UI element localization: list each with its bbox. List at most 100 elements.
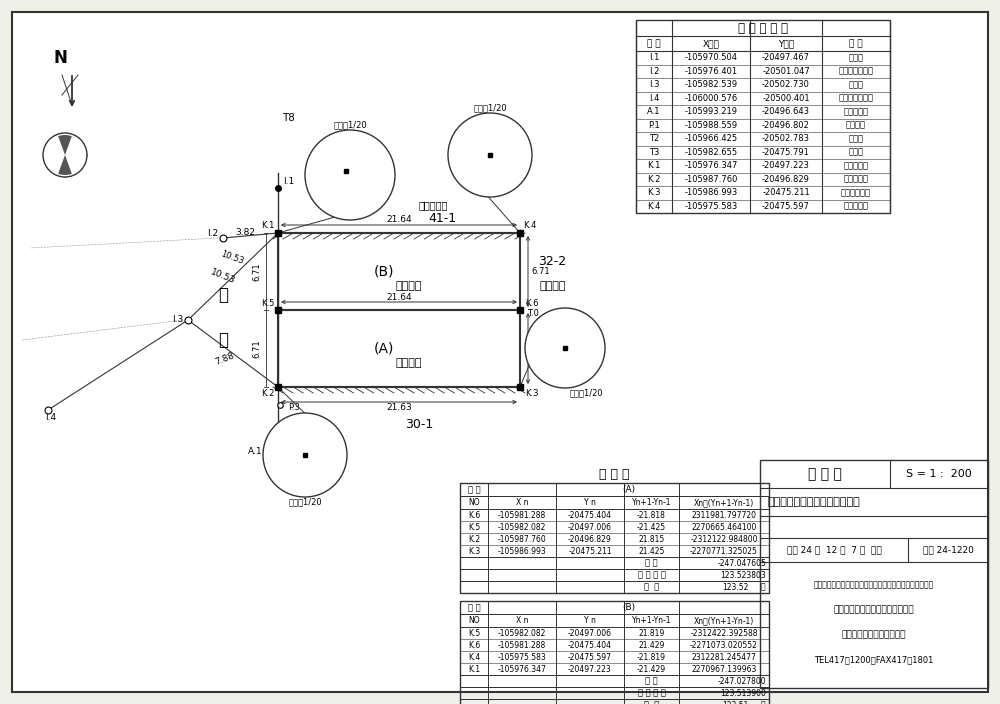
Text: 京都市左京区下鴨高木町３０番: 京都市左京区下鴨高木町３０番 xyxy=(768,497,861,507)
Text: 備 考: 備 考 xyxy=(849,39,863,48)
Text: 点 名: 点 名 xyxy=(647,39,661,48)
Text: Xn・(Yn+1-Yn-1): Xn・(Yn+1-Yn-1) xyxy=(694,616,754,625)
Text: -2270771.325025: -2270771.325025 xyxy=(690,546,758,555)
Text: Yn+1-Yn-1: Yn+1-Yn-1 xyxy=(632,616,671,625)
Text: -247.027800: -247.027800 xyxy=(717,677,766,686)
Text: I.2: I.2 xyxy=(207,229,218,237)
Text: (B): (B) xyxy=(622,603,635,612)
Text: -20500.401: -20500.401 xyxy=(762,94,810,103)
Text: -105982.082: -105982.082 xyxy=(498,522,546,532)
Bar xyxy=(636,20,890,213)
Text: -20496.829: -20496.829 xyxy=(762,175,810,184)
Text: 6.71: 6.71 xyxy=(531,344,550,353)
Text: ブロック: ブロック xyxy=(554,330,570,336)
Text: -2271073.020552: -2271073.020552 xyxy=(690,641,758,650)
Bar xyxy=(460,675,769,687)
Text: -20475.211: -20475.211 xyxy=(568,546,612,555)
Text: コンクリート桩: コンクリート桩 xyxy=(327,177,349,183)
Bar xyxy=(460,483,769,593)
Text: -2312422.392588: -2312422.392588 xyxy=(690,629,758,638)
Bar xyxy=(460,614,769,627)
Text: Y n: Y n xyxy=(584,616,596,625)
Bar xyxy=(555,338,575,358)
Text: X n: X n xyxy=(516,616,528,625)
Text: K.3: K.3 xyxy=(468,546,480,555)
Text: 2311981.797720: 2311981.797720 xyxy=(692,510,757,520)
Text: K.3: K.3 xyxy=(525,389,538,398)
Bar xyxy=(760,460,988,688)
Text: K.2: K.2 xyxy=(468,534,480,543)
Text: 拡大図1/20: 拡大図1/20 xyxy=(333,120,367,130)
Text: -105988.559: -105988.559 xyxy=(684,121,738,130)
Text: (A): (A) xyxy=(374,341,394,356)
Text: ガレージ: ガレージ xyxy=(540,282,566,291)
Text: -105981.288: -105981.288 xyxy=(498,510,546,520)
Text: I.1: I.1 xyxy=(283,177,294,187)
Text: ブロック: ブロック xyxy=(484,146,500,152)
Text: I.4: I.4 xyxy=(45,413,57,422)
Text: -20475.791: -20475.791 xyxy=(762,148,810,157)
Bar xyxy=(460,699,769,704)
Text: 3.82: 3.82 xyxy=(236,228,256,237)
Text: -105986.993: -105986.993 xyxy=(684,188,738,197)
Text: 金属鋲: 金属鋲 xyxy=(848,134,864,143)
Text: 2270967.139963: 2270967.139963 xyxy=(691,665,757,674)
Text: I.1: I.1 xyxy=(649,54,659,62)
Text: 21.815: 21.815 xyxy=(638,534,665,543)
Text: 10.53: 10.53 xyxy=(209,268,237,286)
Text: 地  積: 地 積 xyxy=(644,582,659,591)
Text: -247.047605: -247.047605 xyxy=(717,558,766,567)
Text: 6.71: 6.71 xyxy=(252,262,261,281)
Text: 10.53: 10.53 xyxy=(219,249,245,265)
Text: ブロック: ブロック xyxy=(344,180,360,186)
Text: 拡大図1/20: 拡大図1/20 xyxy=(473,103,507,113)
Text: 2312281.245477: 2312281.245477 xyxy=(692,653,756,662)
Text: -106000.576: -106000.576 xyxy=(684,94,738,103)
Bar xyxy=(460,483,769,496)
Text: 21.63: 21.63 xyxy=(386,403,412,412)
Text: 6.71: 6.71 xyxy=(252,339,261,358)
Text: -20497.223: -20497.223 xyxy=(762,161,810,170)
Text: K.6: K.6 xyxy=(525,298,538,308)
Text: -105982.082: -105982.082 xyxy=(498,629,546,638)
Circle shape xyxy=(263,413,347,497)
Text: 平成 24 年  12 月  7 日  作成: 平成 24 年 12 月 7 日 作成 xyxy=(787,546,881,555)
Text: -21.818: -21.818 xyxy=(637,510,666,520)
Text: -20501.047: -20501.047 xyxy=(762,67,810,76)
Text: 21.429: 21.429 xyxy=(638,641,665,650)
Text: -21.819: -21.819 xyxy=(637,653,666,662)
Text: Y n: Y n xyxy=(584,498,596,507)
Text: -105982.655: -105982.655 xyxy=(684,148,738,157)
Text: -20475.597: -20475.597 xyxy=(762,202,810,210)
Text: 123.51: 123.51 xyxy=(723,700,749,704)
Text: -105993.219: -105993.219 xyxy=(684,107,738,116)
Text: K.5: K.5 xyxy=(262,298,275,308)
Text: -105966.425: -105966.425 xyxy=(684,134,738,143)
Bar xyxy=(460,496,769,509)
Text: ブロック交点: ブロック交点 xyxy=(841,188,871,197)
Text: 合 計: 合 計 xyxy=(645,677,658,686)
Circle shape xyxy=(448,113,532,197)
Text: K.2: K.2 xyxy=(308,446,319,452)
Text: -105987.760: -105987.760 xyxy=(684,175,738,184)
Text: (B): (B) xyxy=(374,265,394,279)
Text: T3: T3 xyxy=(649,148,659,157)
Text: K.4: K.4 xyxy=(468,653,480,662)
Text: I.3: I.3 xyxy=(649,80,659,89)
Text: I.3: I.3 xyxy=(172,315,183,325)
Text: K.6: K.6 xyxy=(468,641,480,650)
Text: 下鴨高木町: 下鴨高木町 xyxy=(418,200,448,210)
Text: -20497.006: -20497.006 xyxy=(568,522,612,532)
Text: -105975.583: -105975.583 xyxy=(498,653,546,662)
Text: 32-1: 32-1 xyxy=(538,332,569,345)
Text: K.5: K.5 xyxy=(468,522,480,532)
Text: 123.513900: 123.513900 xyxy=(720,689,766,698)
Wedge shape xyxy=(58,155,72,175)
Bar xyxy=(460,569,769,581)
Text: ㎡: ㎡ xyxy=(760,700,765,704)
Text: 座 標 一 覧 表: 座 標 一 覧 表 xyxy=(738,22,788,34)
Text: 路: 路 xyxy=(218,331,228,349)
Text: -21.429: -21.429 xyxy=(637,665,666,674)
Text: 30-1: 30-1 xyxy=(405,418,433,432)
Text: -20497.006: -20497.006 xyxy=(568,629,612,638)
